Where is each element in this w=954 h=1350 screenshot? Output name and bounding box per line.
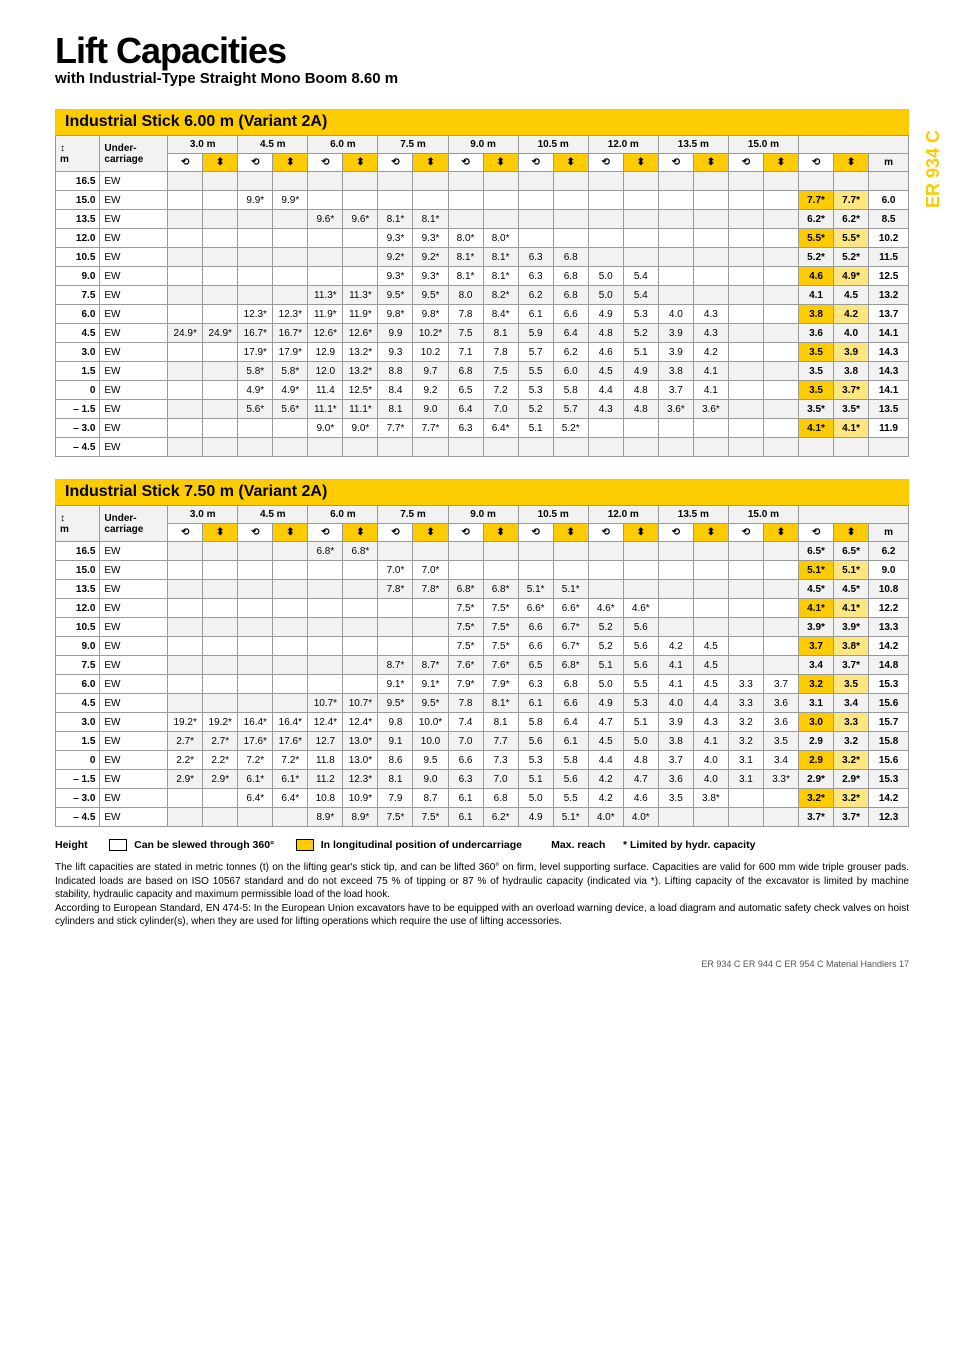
footer: ER 934 C ER 944 C ER 954 C Material Hand…	[55, 959, 909, 969]
slew-icon	[109, 839, 127, 851]
capacity-table: ↕mUnder-carriage3.0 m4.5 m6.0 m7.5 m9.0 …	[55, 505, 909, 827]
longitudinal-icon	[296, 839, 314, 851]
page-title: Lift Capacities	[55, 30, 909, 72]
legend: Height Can be slewed through 360° In lon…	[55, 839, 909, 851]
page-subtitle: with Industrial-Type Straight Mono Boom …	[55, 70, 909, 87]
capacity-table: ↕mUnder-carriage3.0 m4.5 m6.0 m7.5 m9.0 …	[55, 135, 909, 457]
footnote: The lift capacities are stated in metric…	[55, 861, 909, 929]
table-heading: Industrial Stick 7.50 m (Variant 2A)	[55, 479, 909, 505]
side-tab: ER 934 C	[923, 130, 944, 208]
table-heading: Industrial Stick 6.00 m (Variant 2A)	[55, 109, 909, 135]
